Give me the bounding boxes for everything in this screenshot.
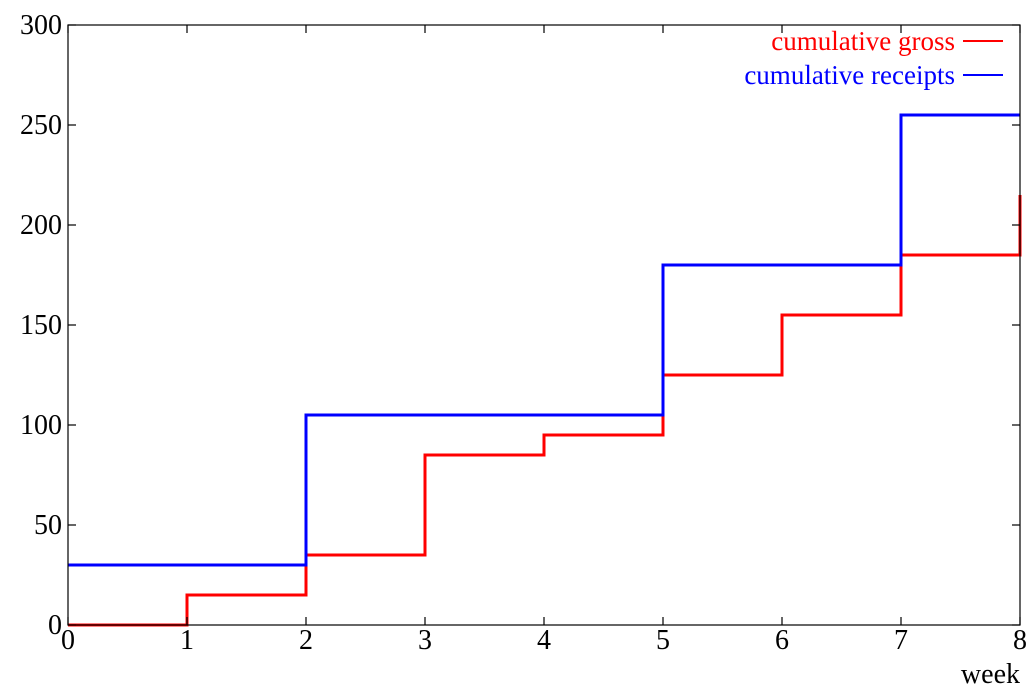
legend: cumulative gross cumulative receipts [744,26,1003,90]
y-tick-label: 300 [20,10,62,41]
x-tick-label: 2 [299,625,313,656]
legend-label-2: cumulative receipts [744,60,955,90]
x-tick-label: 5 [656,625,670,656]
legend-label-1: cumulative gross [771,26,955,56]
x-tick-label: 3 [418,625,432,656]
series-layer [68,113,1022,627]
y-tick-label: 50 [34,510,62,541]
y-tick-label: 100 [20,410,62,441]
x-tick-label: 0 [61,625,75,656]
y-tick-label: 250 [20,110,62,141]
x-axis-label: week [961,659,1020,687]
x-tick-label: 8 [1013,625,1027,656]
x-tick-label: 6 [775,625,789,656]
x-tick-label: 1 [180,625,194,656]
y-tick-label: 150 [20,310,62,341]
x-tick-label: 4 [537,625,551,656]
ticks-layer: 0 1 2 3 4 5 6 7 8 0 50 100 150 200 250 300 [20,10,1027,656]
series-line-2 [68,113,1020,567]
y-tick-label: 0 [48,610,62,641]
series-line-1 [68,195,1022,627]
plot-frame [67,24,1021,626]
x-tick-label: 7 [894,625,908,656]
y-tick-label: 200 [20,210,62,241]
